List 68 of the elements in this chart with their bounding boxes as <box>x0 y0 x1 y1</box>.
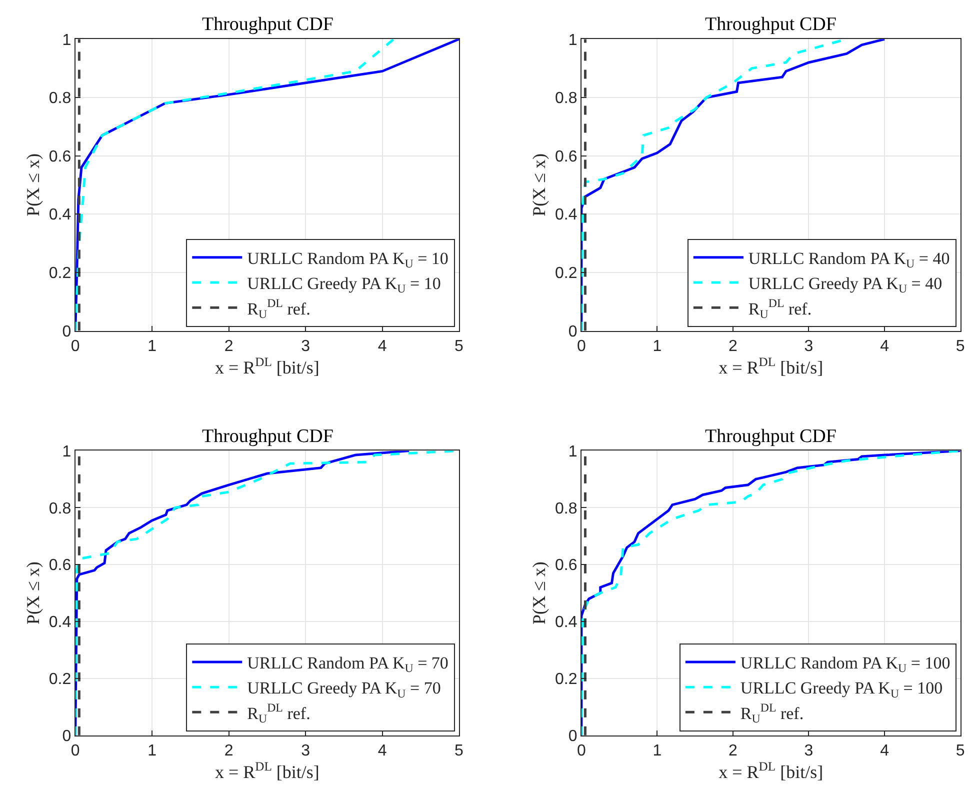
y-tick-label: 0.2 <box>48 671 72 688</box>
y-tick-label: 0 <box>568 323 578 340</box>
y-tick-label: 1 <box>62 32 72 49</box>
y-tick-label: 0.4 <box>48 206 72 224</box>
x-tick-label: 1 <box>148 742 157 760</box>
legend-label: R$_{U}$$^{DL}$ ref. <box>247 700 310 726</box>
legend-label: URLLC Greedy PA K$_{U}$ = 70 <box>247 678 441 700</box>
x-tick-label: 1 <box>652 742 662 760</box>
x-tick-label: 5 <box>454 338 464 355</box>
y-tick-label: 0 <box>62 323 72 340</box>
x-tick-label: 4 <box>880 338 890 355</box>
y-axis-title: P(X ≤ x) <box>23 154 44 216</box>
legend-label: R$_{U}$$^{DL}$ ref. <box>247 296 310 321</box>
y-tick-label: 0.2 <box>554 265 578 282</box>
legend-label: URLLC Random PA K$_{U}$ = 100 <box>740 654 950 676</box>
y-tick-label: 0.4 <box>554 614 578 632</box>
x-tick-label: 2 <box>224 742 234 760</box>
legend-label: URLLC Random PA K$_{U}$ = 10 <box>247 249 448 271</box>
x-tick-label: 3 <box>301 338 310 355</box>
x-tick-label: 3 <box>804 338 814 355</box>
x-tick-label: 2 <box>224 338 234 355</box>
y-tick-label: 0.8 <box>554 500 578 518</box>
x-tick-label: 5 <box>956 338 965 355</box>
chart-title: Throughput CDF <box>202 426 334 447</box>
y-tick-label: 0.6 <box>554 148 578 166</box>
y-tick-label: 0 <box>62 728 72 745</box>
y-tick-label: 1 <box>62 443 72 460</box>
legend-label: R$_{U}$$^{DL}$ ref. <box>748 296 812 321</box>
y-tick-label: 0.2 <box>48 265 72 282</box>
chart-title: Throughput CDF <box>705 426 836 447</box>
y-tick-label: 0.4 <box>554 206 578 224</box>
x-axis-title: x = R$^{DL}$ [bit/s] <box>718 354 824 378</box>
chart-title: Throughput CDF <box>705 14 836 35</box>
x-tick-label: 3 <box>301 742 310 760</box>
x-tick-label: 5 <box>956 742 965 760</box>
legend-label: URLLC Greedy PA K$_{U}$ = 10 <box>247 274 441 296</box>
x-axis-title: x = R$^{DL}$ [bit/s] <box>718 760 824 782</box>
y-tick-label: 0.8 <box>48 90 72 108</box>
x-tick-label: 4 <box>880 742 890 760</box>
y-axis-title: P(X ≤ x) <box>529 562 550 624</box>
y-axis-title: P(X ≤ x) <box>529 154 550 216</box>
x-tick-label: 2 <box>728 742 738 760</box>
legend-label: URLLC Greedy PA K$_{U}$ = 40 <box>748 274 942 296</box>
x-tick-label: 2 <box>728 338 738 355</box>
y-axis-title: P(X ≤ x) <box>23 562 44 624</box>
x-tick-label: 1 <box>148 338 157 355</box>
y-tick-label: 1 <box>568 32 578 49</box>
y-tick-label: 1 <box>568 443 578 460</box>
y-tick-label: 0.2 <box>554 671 578 688</box>
y-tick-label: 0.4 <box>48 614 72 632</box>
legend-label: R$_{U}$$^{DL}$ ref. <box>740 700 804 726</box>
x-axis-title: x = R$^{DL}$ [bit/s] <box>214 760 320 782</box>
legend-label: URLLC Random PA K$_{U}$ = 40 <box>748 249 950 271</box>
y-tick-label: 0.6 <box>48 557 72 574</box>
chart-title: Throughput CDF <box>202 14 334 35</box>
x-tick-label: 1 <box>652 338 662 355</box>
y-tick-label: 0.8 <box>48 500 72 518</box>
x-tick-label: 5 <box>454 742 464 760</box>
y-tick-label: 0.6 <box>554 557 578 574</box>
legend-label: URLLC Random PA K$_{U}$ = 70 <box>247 654 448 676</box>
x-axis-title: x = R$^{DL}$ [bit/s] <box>214 354 320 378</box>
y-tick-label: 0.8 <box>554 90 578 108</box>
y-tick-label: 0.6 <box>48 148 72 166</box>
y-tick-label: 0 <box>568 728 578 745</box>
x-tick-label: 4 <box>378 742 387 760</box>
legend-label: URLLC Greedy PA K$_{U}$ = 100 <box>740 678 943 700</box>
x-tick-label: 4 <box>378 338 387 355</box>
x-tick-label: 3 <box>804 742 814 760</box>
